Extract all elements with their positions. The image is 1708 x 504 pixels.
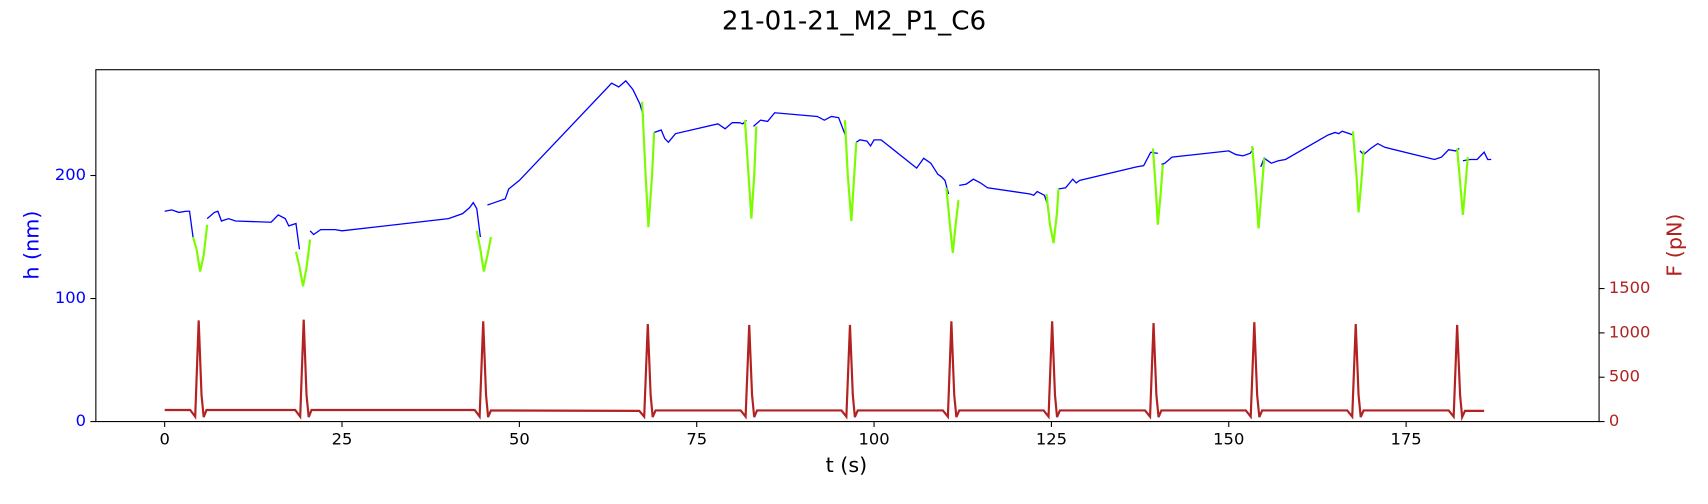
y-tick-label: 100 [55, 288, 86, 307]
series-line [191, 101, 1469, 287]
y-axis-label: h (nm) [20, 211, 44, 280]
series-line [164, 319, 1485, 422]
x-tick-label: 25 [332, 430, 353, 449]
chart-title: 21-01-21_M2_P1_C6 [722, 6, 986, 36]
x-tick-label: 150 [1213, 430, 1244, 449]
plot-frame [95, 69, 1600, 423]
x-tick-label: 0 [159, 430, 169, 449]
x-tick-label: 125 [1036, 430, 1067, 449]
series-line [164, 79, 1492, 250]
x-tick-label: 175 [1391, 430, 1422, 449]
x-tick-label: 100 [858, 430, 889, 449]
x-axis-label: t (s) [826, 453, 868, 477]
y2-tick-label: 0 [1609, 411, 1619, 430]
x-tick-label: 50 [509, 430, 530, 449]
y-tick-label: 0 [76, 411, 86, 430]
y2-tick-label: 1500 [1609, 278, 1651, 297]
x-tick-label: 75 [686, 430, 707, 449]
y2-tick-label: 500 [1609, 367, 1640, 386]
y2-tick-label: 1000 [1609, 322, 1651, 341]
y-tick-label: 200 [55, 165, 86, 184]
y2-axis-label: F (pN) [1662, 213, 1686, 276]
